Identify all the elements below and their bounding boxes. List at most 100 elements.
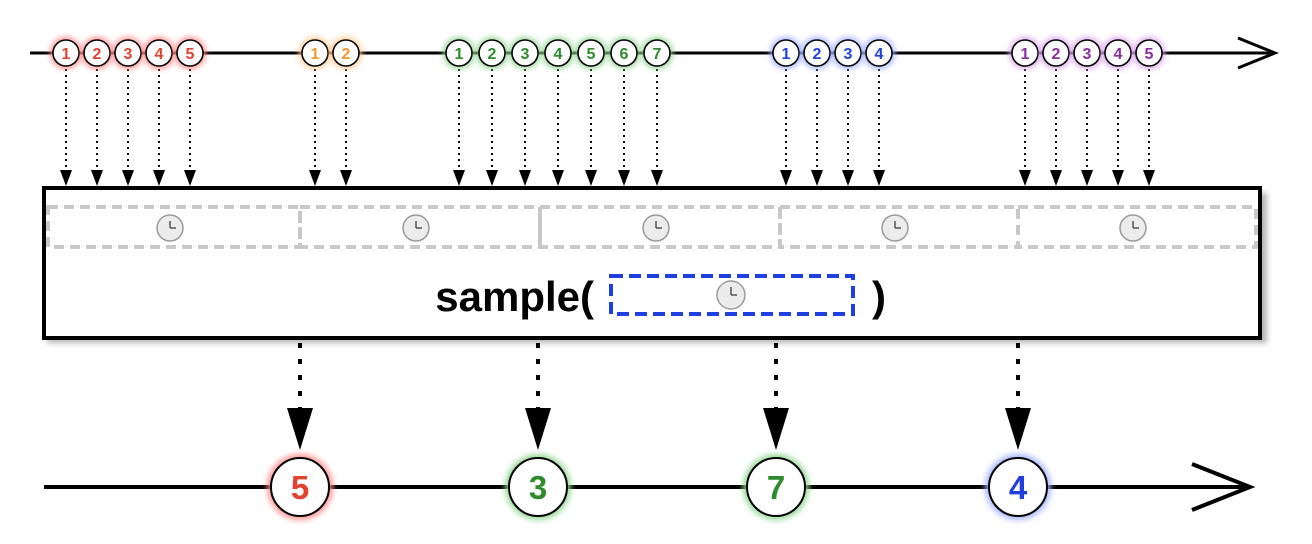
clock-icon [156, 214, 184, 242]
source-marble-label: 2 [813, 46, 822, 63]
output-marble: 4 [985, 454, 1051, 520]
source-marble-label: 2 [1052, 46, 1061, 63]
clock-icon [881, 214, 909, 242]
source-drop-arrow [842, 69, 854, 186]
source-marble-label: 4 [875, 46, 884, 63]
source-marble: 6 [608, 37, 640, 69]
source-marble: 5 [1133, 37, 1165, 69]
source-marble-label: 4 [554, 46, 563, 63]
source-marble-label: 5 [186, 46, 195, 63]
source-marble: 1 [50, 37, 82, 69]
sampler-clock-icon [716, 280, 746, 310]
output-timeline-arrowhead [1191, 462, 1256, 512]
source-drop-arrow [91, 69, 103, 186]
source-marble-label: 1 [62, 46, 71, 63]
source-marble-label: 6 [620, 46, 629, 63]
output-marble: 7 [743, 454, 809, 520]
source-marble-label: 3 [844, 46, 853, 63]
source-marble-label: 5 [1145, 46, 1154, 63]
clock-icon [1119, 214, 1147, 242]
output-marble-label: 7 [767, 469, 785, 506]
output-marbles: 5 3 7 4 [267, 454, 1051, 520]
source-drop-arrow [519, 69, 531, 186]
source-marble: 2 [81, 37, 113, 69]
source-marble: 1 [770, 37, 802, 69]
source-marble-label: 7 [653, 46, 662, 63]
output-marble: 5 [267, 454, 333, 520]
sample-window [1016, 205, 1258, 249]
source-drop-arrow [453, 69, 465, 186]
source-drop-arrow [1019, 69, 1031, 186]
source-drop-arrow [309, 69, 321, 186]
source-marble: 1 [1009, 37, 1041, 69]
source-marble: 5 [575, 37, 607, 69]
source-timeline-arrowhead [1237, 36, 1279, 70]
source-marble: 4 [542, 37, 574, 69]
output-drop-arrow [763, 343, 789, 450]
clock-icon [642, 214, 670, 242]
output-drop-arrows [287, 343, 1031, 450]
source-marble-label: 3 [124, 46, 133, 63]
source-drop-arrow [873, 69, 885, 186]
output-drop-arrow [287, 343, 313, 450]
source-drop-arrow [486, 69, 498, 186]
source-drop-arrow [811, 69, 823, 186]
sample-window [46, 205, 302, 249]
source-drop-arrow [1112, 69, 1124, 186]
source-marble: 4 [143, 37, 175, 69]
clock-icon [402, 214, 430, 242]
source-drop-arrow [780, 69, 792, 186]
source-drop-arrow [651, 69, 663, 186]
source-marble: 3 [509, 37, 541, 69]
source-marble-label: 1 [782, 46, 791, 63]
source-marble: 1 [299, 37, 331, 69]
output-marble-label: 5 [291, 469, 309, 506]
source-drop-arrow [1081, 69, 1093, 186]
operator-box [42, 186, 1262, 340]
source-drop-arrow [585, 69, 597, 186]
source-drop-arrow [60, 69, 72, 186]
source-marble: 5 [174, 37, 206, 69]
sample-windows [46, 205, 1258, 249]
source-marble-label: 2 [93, 46, 102, 63]
source-drop-arrow [153, 69, 165, 186]
output-marble-label: 3 [529, 469, 547, 506]
source-drop-arrow [618, 69, 630, 186]
source-drop-arrow [1050, 69, 1062, 186]
source-marble-label: 4 [1114, 46, 1123, 63]
source-marble-label: 1 [455, 46, 464, 63]
source-drop-arrow [184, 69, 196, 186]
source-marbles: 1 2 3 4 5 1 2 1 2 3 4 5 6 7 1 2 3 4 1 2 3 4 5 [50, 37, 1165, 69]
source-marble: 3 [112, 37, 144, 69]
output-marble-label: 4 [1009, 469, 1028, 506]
source-marble-label: 5 [587, 46, 596, 63]
source-drop-arrow [122, 69, 134, 186]
source-marble: 3 [832, 37, 864, 69]
source-marble: 3 [1071, 37, 1103, 69]
source-marble-label: 1 [1021, 46, 1030, 63]
source-drop-arrow [1143, 69, 1155, 186]
source-marble: 2 [1040, 37, 1072, 69]
source-marble-label: 4 [155, 46, 164, 63]
source-marble: 2 [476, 37, 508, 69]
source-marble: 2 [330, 37, 362, 69]
source-drop-arrow [552, 69, 564, 186]
output-drop-arrow [1005, 343, 1031, 450]
source-marble-label: 2 [342, 46, 351, 63]
source-marble-label: 2 [488, 46, 497, 63]
output-drop-arrow [525, 343, 551, 450]
source-marble-label: 3 [521, 46, 530, 63]
source-marble-label: 1 [311, 46, 320, 63]
sample-window [298, 205, 542, 249]
source-drop-arrow [340, 69, 352, 186]
source-marble-label: 3 [1083, 46, 1092, 63]
output-marble: 3 [505, 454, 571, 520]
source-marble: 7 [641, 37, 673, 69]
source-drop-arrows [60, 69, 1155, 186]
source-marble: 2 [801, 37, 833, 69]
source-marble: 1 [443, 37, 475, 69]
sampler-dashed-box [609, 274, 855, 316]
operator-label-suffix: ) [872, 273, 886, 320]
source-marble: 4 [1102, 37, 1134, 69]
